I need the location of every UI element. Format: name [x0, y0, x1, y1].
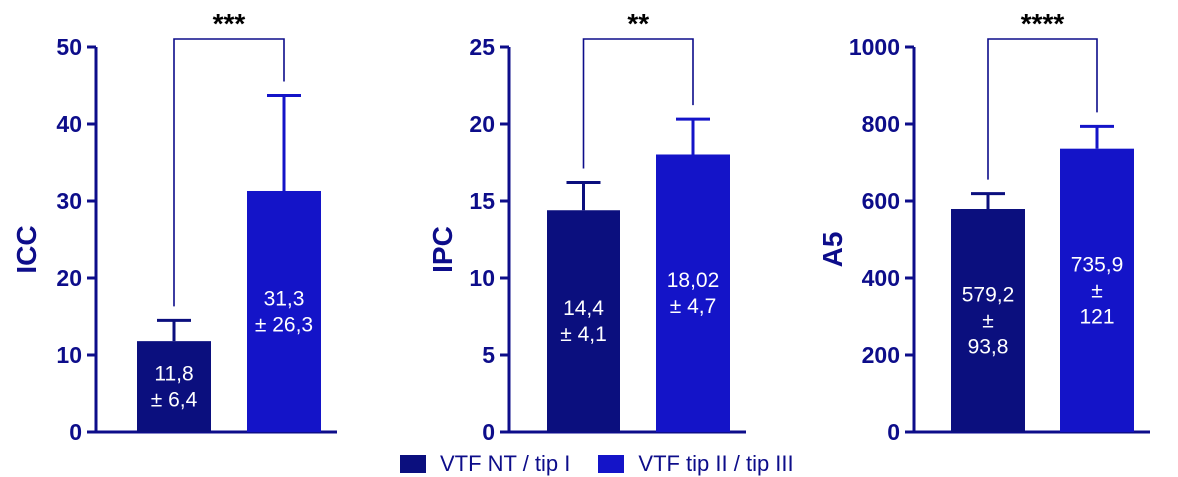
data-label: 11,8 [154, 363, 193, 386]
data-label: 14,4 [563, 297, 604, 320]
bar [656, 154, 730, 432]
legend-swatch-series2 [598, 455, 624, 473]
significance-bracket [584, 39, 694, 169]
y-tick-label: 5 [482, 342, 495, 368]
y-tick-label: 50 [56, 34, 82, 60]
y-tick-label: 40 [56, 111, 82, 137]
data-label: 93,8 [968, 336, 1009, 359]
y-tick-label: 0 [69, 419, 82, 445]
chart-panel-a5: 0 200 400 600 800 1000 A5 579,2 ±93,8 735,9 ±121 **… [817, 8, 1150, 445]
data-label: ± 4,1 [560, 323, 607, 346]
significance-label: *** [213, 8, 246, 39]
y-tick-label: 1000 [849, 34, 900, 60]
y-tick-label: 200 [862, 342, 900, 368]
bar [547, 210, 620, 432]
y-tick-label: 20 [56, 265, 82, 291]
legend-label-series1: VTF NT / tip I [440, 451, 570, 477]
data-label: ± [982, 310, 994, 333]
legend-swatch-series1 [400, 455, 426, 473]
y-tick-label: 20 [469, 111, 495, 137]
data-label: ± 4,7 [670, 295, 717, 318]
data-label: 31,3 [264, 287, 305, 310]
data-label: 735,9 [1071, 253, 1124, 276]
y-tick-label: 10 [469, 265, 495, 291]
data-label: 18,02 [667, 269, 720, 292]
data-label: ± 6,4 [151, 389, 198, 412]
y-tick-label: 600 [862, 188, 900, 214]
y-tick-label: 0 [887, 419, 900, 445]
data-label: ± [1091, 279, 1103, 302]
y-tick-label: 10 [56, 342, 82, 368]
legend-label-series2: VTF tip II / tip III [638, 451, 793, 477]
significance-label: **** [1021, 8, 1065, 39]
legend-item-series1: VTF NT / tip I [400, 451, 570, 477]
data-label: 121 [1079, 305, 1114, 328]
bar [137, 341, 211, 432]
y-axis-title: A5 [817, 232, 848, 268]
y-tick-label: 800 [862, 111, 900, 137]
data-label: ± 26,3 [255, 313, 313, 336]
significance-label: ** [627, 8, 649, 39]
bar [247, 191, 321, 432]
y-tick-label: 30 [56, 188, 82, 214]
y-tick-label: 15 [469, 188, 495, 214]
legend-item-series2: VTF tip II / tip III [598, 451, 793, 477]
y-axis-title: IPC [427, 226, 458, 273]
chart-panel-icc: 0 10 20 30 40 50 ICC 11,8 ± 6,4 31,3 ± 26,3 *** [11, 8, 337, 445]
y-axis-title: ICC [11, 225, 42, 273]
chart-panel-ipc: 0 5 10 15 20 25 IPC 14,4 ± 4,1 18,02 ± 4,7 ** [427, 8, 746, 445]
legend: VTF NT / tip I VTF tip II / tip III [400, 452, 822, 476]
y-tick-label: 0 [482, 419, 495, 445]
y-tick-label: 25 [469, 34, 495, 60]
data-label: 579,2 [962, 284, 1015, 307]
y-tick-label: 400 [862, 265, 900, 291]
